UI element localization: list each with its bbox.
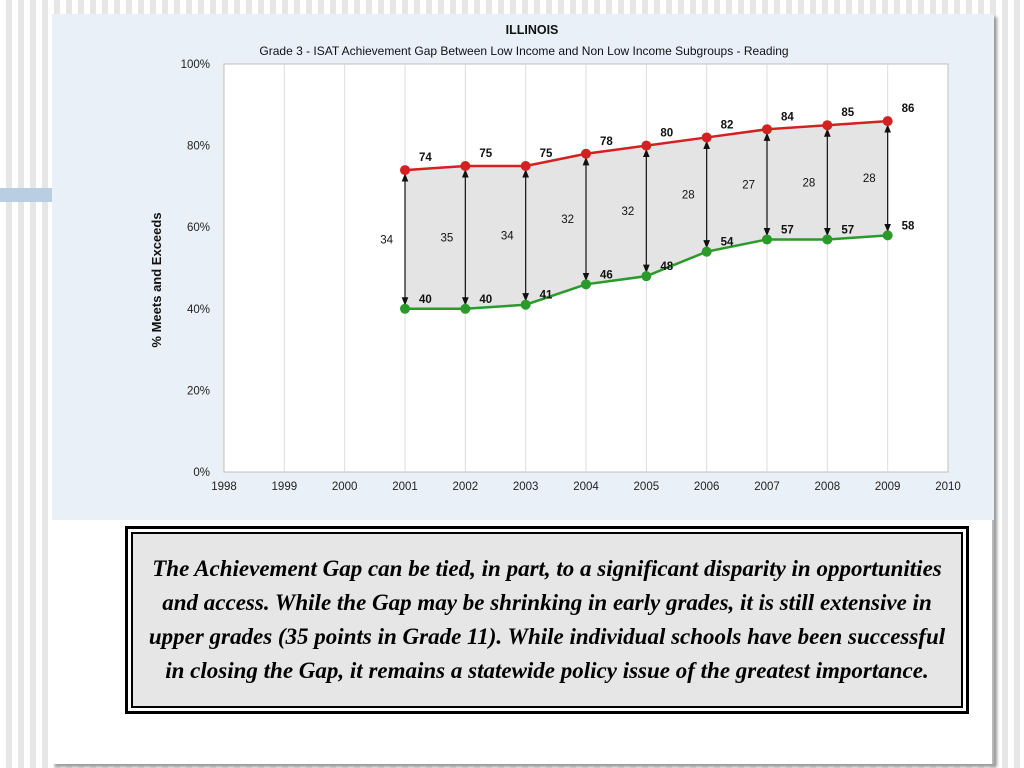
y-tick-0: 0%: [193, 467, 210, 479]
gap-label-2005: 32: [622, 206, 635, 218]
bottom-label-2008: 57: [841, 224, 854, 236]
series-1-point-2009: [882, 230, 893, 241]
series-1-point-2001: [400, 303, 410, 314]
x-tick-2000: 2000: [332, 481, 358, 493]
top-label-2006: 82: [721, 119, 734, 131]
series-1-point-2005: [641, 271, 652, 282]
top-label-2007: 84: [781, 111, 794, 123]
x-tick-2005: 2005: [634, 481, 660, 493]
gap-label-2003: 34: [501, 230, 514, 242]
gap-label-2007: 27: [742, 179, 755, 191]
gap-arrows: [401, 124, 892, 306]
axis-ticks: 1998 1999 2000 2001 2002 2003 2004 2005 2006 2007…: [181, 59, 961, 493]
top-label-2004: 78: [600, 136, 613, 148]
series-points: [400, 116, 893, 314]
series-1-point-2007: [762, 234, 772, 245]
bottom-label-2002: 40: [479, 294, 492, 306]
x-tick-2008: 2008: [815, 481, 841, 493]
series-0-point-2004: [581, 148, 591, 159]
bottom-label-2007: 57: [781, 224, 794, 236]
achievement-gap-chart: 74 40 34 75 40 35 75 41 34 78 46 32 80 48 32 82 54 28 84 57…: [149, 23, 961, 493]
slide-accent-bar: [0, 188, 52, 202]
y-tick-80: 80%: [187, 141, 210, 153]
caption-box: The Achievement Gap can be tied, in part…: [125, 526, 969, 714]
series-0-point-2009: [882, 116, 893, 127]
data-labels: 74 40 34 75 40 35 75 41 34 78 46 32 80 48 32 82 54 28 84 57…: [380, 103, 915, 306]
chart-title: ILLINOIS: [506, 23, 559, 37]
y-tick-100: 100%: [181, 59, 210, 71]
y-tick-40: 40%: [187, 304, 210, 316]
x-tick-2007: 2007: [754, 481, 780, 493]
x-tick-2009: 2009: [875, 481, 901, 493]
series-1-point-2006: [701, 246, 712, 257]
bottom-label-2003: 41: [540, 290, 553, 302]
top-label-2003: 75: [540, 148, 553, 160]
series-0-point-2002: [460, 161, 471, 171]
series-0-point-2007: [762, 124, 772, 135]
bottom-label-2006: 54: [721, 237, 734, 249]
series-0-point-2008: [822, 120, 833, 131]
x-tick-2001: 2001: [392, 481, 418, 493]
top-label-2005: 80: [660, 128, 673, 140]
x-tick-2010: 2010: [935, 481, 961, 493]
bottom-label-2005: 48: [660, 261, 673, 273]
top-label-2001: 74: [419, 152, 432, 164]
series-1-point-2003: [520, 299, 531, 310]
series-0-point-2003: [520, 161, 531, 171]
top-label-2008: 85: [841, 107, 854, 119]
x-tick-2006: 2006: [694, 481, 720, 493]
y-tick-60: 60%: [187, 222, 210, 234]
series-0-point-2005: [641, 140, 652, 151]
bottom-label-2009: 58: [902, 220, 915, 232]
gap-label-2008: 28: [803, 177, 816, 189]
x-tick-2002: 2002: [453, 481, 479, 493]
series-1-point-2008: [822, 234, 833, 245]
gap-label-2001: 34: [380, 234, 393, 246]
bottom-label-2004: 46: [600, 269, 613, 281]
gap-label-2009: 28: [863, 173, 876, 185]
caption-text: The Achievement Gap can be tied, in part…: [148, 556, 946, 683]
series-1-point-2002: [460, 303, 471, 314]
x-tick-1998: 1998: [211, 481, 237, 493]
y-axis-label: % Meets and Exceeds: [149, 212, 164, 347]
x-tick-1999: 1999: [272, 481, 298, 493]
gap-label-2002: 35: [441, 232, 454, 244]
top-label-2009: 86: [902, 103, 915, 115]
x-tick-2003: 2003: [513, 481, 539, 493]
y-tick-20: 20%: [187, 385, 210, 397]
chart-subtitle: Grade 3 - ISAT Achievement Gap Between L…: [259, 44, 788, 58]
bottom-label-2001: 40: [419, 294, 432, 306]
series-1-point-2004: [581, 279, 591, 290]
gap-label-2006: 28: [682, 190, 695, 202]
top-label-2002: 75: [479, 148, 492, 160]
gap-label-2004: 32: [561, 214, 574, 226]
x-tick-2004: 2004: [573, 481, 599, 493]
series-0-point-2006: [701, 132, 712, 143]
series-0-point-2001: [400, 165, 410, 176]
chart-panel: 74 40 34 75 40 35 75 41 34 78 46 32 80 48 32 82 54 28 84 57…: [52, 14, 994, 520]
